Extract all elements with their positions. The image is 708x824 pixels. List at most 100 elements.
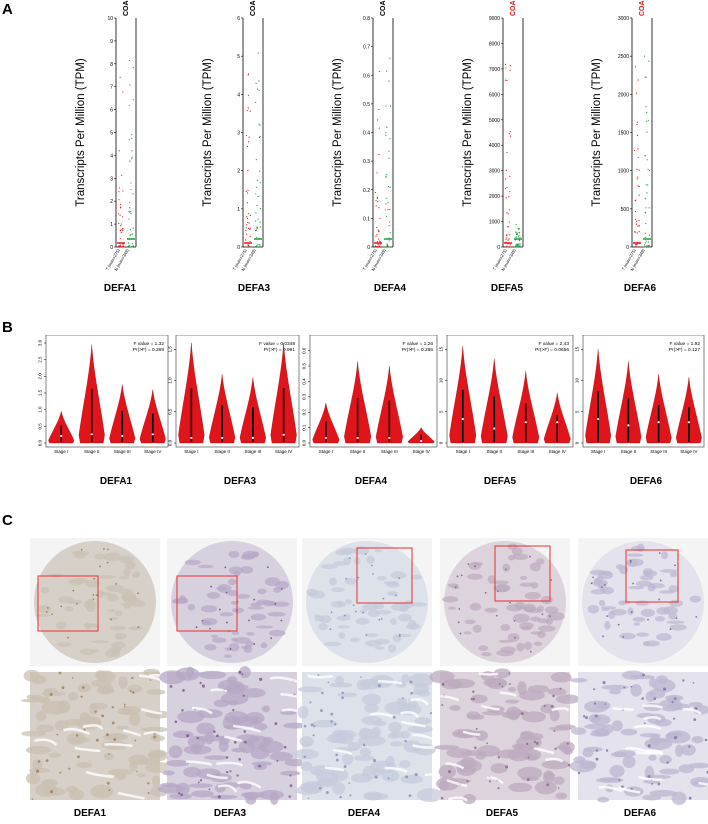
panel-c-zoom-lumen <box>369 712 394 718</box>
panel-c-zoom-stain <box>327 681 330 684</box>
panel-b-stage-label: Stage II <box>621 449 637 454</box>
panel-c-zoom-gland <box>599 777 622 783</box>
panel-b-f-value: F value = 0.0348 <box>259 341 295 347</box>
panel-c-gland <box>275 580 289 590</box>
panel-a-tumor-point <box>505 169 507 171</box>
panel-c-zoom-stain <box>470 698 473 701</box>
panel-c-zoom-gland <box>490 763 508 774</box>
panel-c-zoom-stain <box>232 708 235 712</box>
panel-c-gland <box>663 606 679 615</box>
panel-a-normal-point <box>256 227 258 230</box>
panel-b-stage-label: Stage II <box>84 449 100 454</box>
panel-c-zoom-stain <box>59 771 62 774</box>
panel-c-gland <box>38 604 52 614</box>
panel-c-stain-dot <box>224 566 227 569</box>
panel-a-tumor-point <box>378 240 381 242</box>
panel-a-tumor-point <box>637 79 639 81</box>
panel-a-normal-point <box>384 209 387 211</box>
panel-a-tumor-point <box>376 234 378 236</box>
panel-b-ytick-label: 0 <box>575 441 580 444</box>
panel-b-f-value: F value = 1.92 <box>669 341 700 347</box>
panel-a-normal-point <box>648 207 650 209</box>
panel-c-gland <box>602 570 612 576</box>
panel-c-zoom-stain <box>673 736 678 740</box>
panel-c-gland <box>607 611 616 619</box>
panel-c-zoom-gland <box>210 794 238 800</box>
panel-c-zoom-stain <box>186 734 190 738</box>
panel-c-gland <box>306 588 318 596</box>
panel-a-tumor-point <box>636 243 638 245</box>
panel-c-zoom-lumen <box>598 785 623 793</box>
panel-c-gland <box>507 633 520 642</box>
panel-a-tumor-point <box>376 119 379 121</box>
panel-c-gland <box>269 629 286 637</box>
panel-c-zoom-lumen <box>269 676 298 683</box>
panel-c-zoom-gland <box>416 788 443 803</box>
panel-c-gland <box>669 599 684 607</box>
panel-a-normal-point <box>258 244 260 246</box>
panel-b-f-value: F value = 1.32 <box>133 341 164 347</box>
panel-c-zoom-gland <box>203 755 229 760</box>
panel-a-normal-point <box>386 173 388 175</box>
panel-c-zoom-gland <box>231 747 247 753</box>
panel-a-normal-point <box>255 229 257 231</box>
panel-a-tumor-point <box>122 91 124 93</box>
panel-a-ytick-label: 0 <box>497 245 500 251</box>
panel-c-gland <box>502 563 511 572</box>
panel-a-tumor-point <box>246 233 248 235</box>
panel-a-tumor-point <box>638 220 640 222</box>
panel-c-zoom-stain <box>216 734 219 738</box>
panel-c-zoom-gland <box>601 684 629 690</box>
panel-c-stain-dot <box>137 592 140 595</box>
panel-c-stain-dot <box>382 597 385 600</box>
panel-a-tumor-point <box>509 130 511 133</box>
panel-c-stain-dot <box>394 594 397 597</box>
panel-a-normal-point <box>389 231 391 234</box>
panel-c-gland <box>109 625 126 631</box>
panel-a-normal-point <box>128 245 130 247</box>
panel-a-charts: Transcripts Per Million (TPM) COAD 0 1 2 3 4 5 6… <box>75 0 653 272</box>
panel-c-zoom-gland <box>103 752 114 761</box>
panel-c-gland <box>408 619 417 629</box>
panel-c-zoom-lumen <box>280 692 304 700</box>
panel-b-ytick-label: 5 <box>575 410 580 413</box>
panel-b-gene-label-defa6: DEFA6 <box>629 476 663 487</box>
panel-c-zoom-stain <box>236 774 239 777</box>
panel-c-gland <box>336 615 351 621</box>
panel-a-ylabel: Transcripts Per Million (TPM) <box>332 58 344 207</box>
panel-c-zoom-stain <box>595 757 599 761</box>
panel-a-tumor-point <box>122 246 124 248</box>
panel-a-ytick-label: 0.8 <box>363 16 370 22</box>
panel-c-gland <box>246 632 255 636</box>
panel-c-zoom-lumen <box>633 724 662 731</box>
panel-c-zoom-gland <box>630 684 642 697</box>
panel-c-zoom-gland <box>146 689 166 695</box>
panel-c-stain-dot <box>229 648 232 650</box>
panel-c-zoom-gland <box>312 769 325 775</box>
panel-c-gland <box>535 558 545 565</box>
panel-c-gland <box>187 604 196 611</box>
panel-c-stain-dot <box>467 563 470 565</box>
panel-a-normal-point <box>259 135 261 137</box>
panel-c-zoom-gland <box>518 690 545 701</box>
panel-b-ytick-label: 0.5 <box>38 423 43 430</box>
panel-b-frame <box>45 335 169 448</box>
panel-a-tumor-point <box>509 135 512 137</box>
panel-b-plot-defa4: 0.0 0.1 0.2 0.3 0.4 0.5 0.6 F value = 1.26Pr(>F… <box>302 335 438 454</box>
panel-c-zoom-gland <box>118 676 128 690</box>
panel-c-zoom-stain <box>330 720 333 723</box>
panel-c-zoom-lumen <box>307 674 333 679</box>
panel-a-tumor-point <box>247 107 249 109</box>
panel-c-gland <box>530 562 541 572</box>
panel-c-gland <box>512 613 530 623</box>
panel-c-zoom-gland <box>86 716 102 727</box>
panel-c-gland <box>442 596 459 603</box>
panel-c-zoom-stain <box>212 730 216 733</box>
panel-c-zoom-stain <box>343 765 347 769</box>
panel-a-tumor-point <box>638 225 640 227</box>
panel-b-stage-label: Stage IV <box>412 449 429 454</box>
panel-label-a: A <box>2 1 13 18</box>
panel-c-gland <box>632 616 646 622</box>
panel-c-gland <box>619 632 636 640</box>
panel-b-violin-median <box>151 433 154 436</box>
